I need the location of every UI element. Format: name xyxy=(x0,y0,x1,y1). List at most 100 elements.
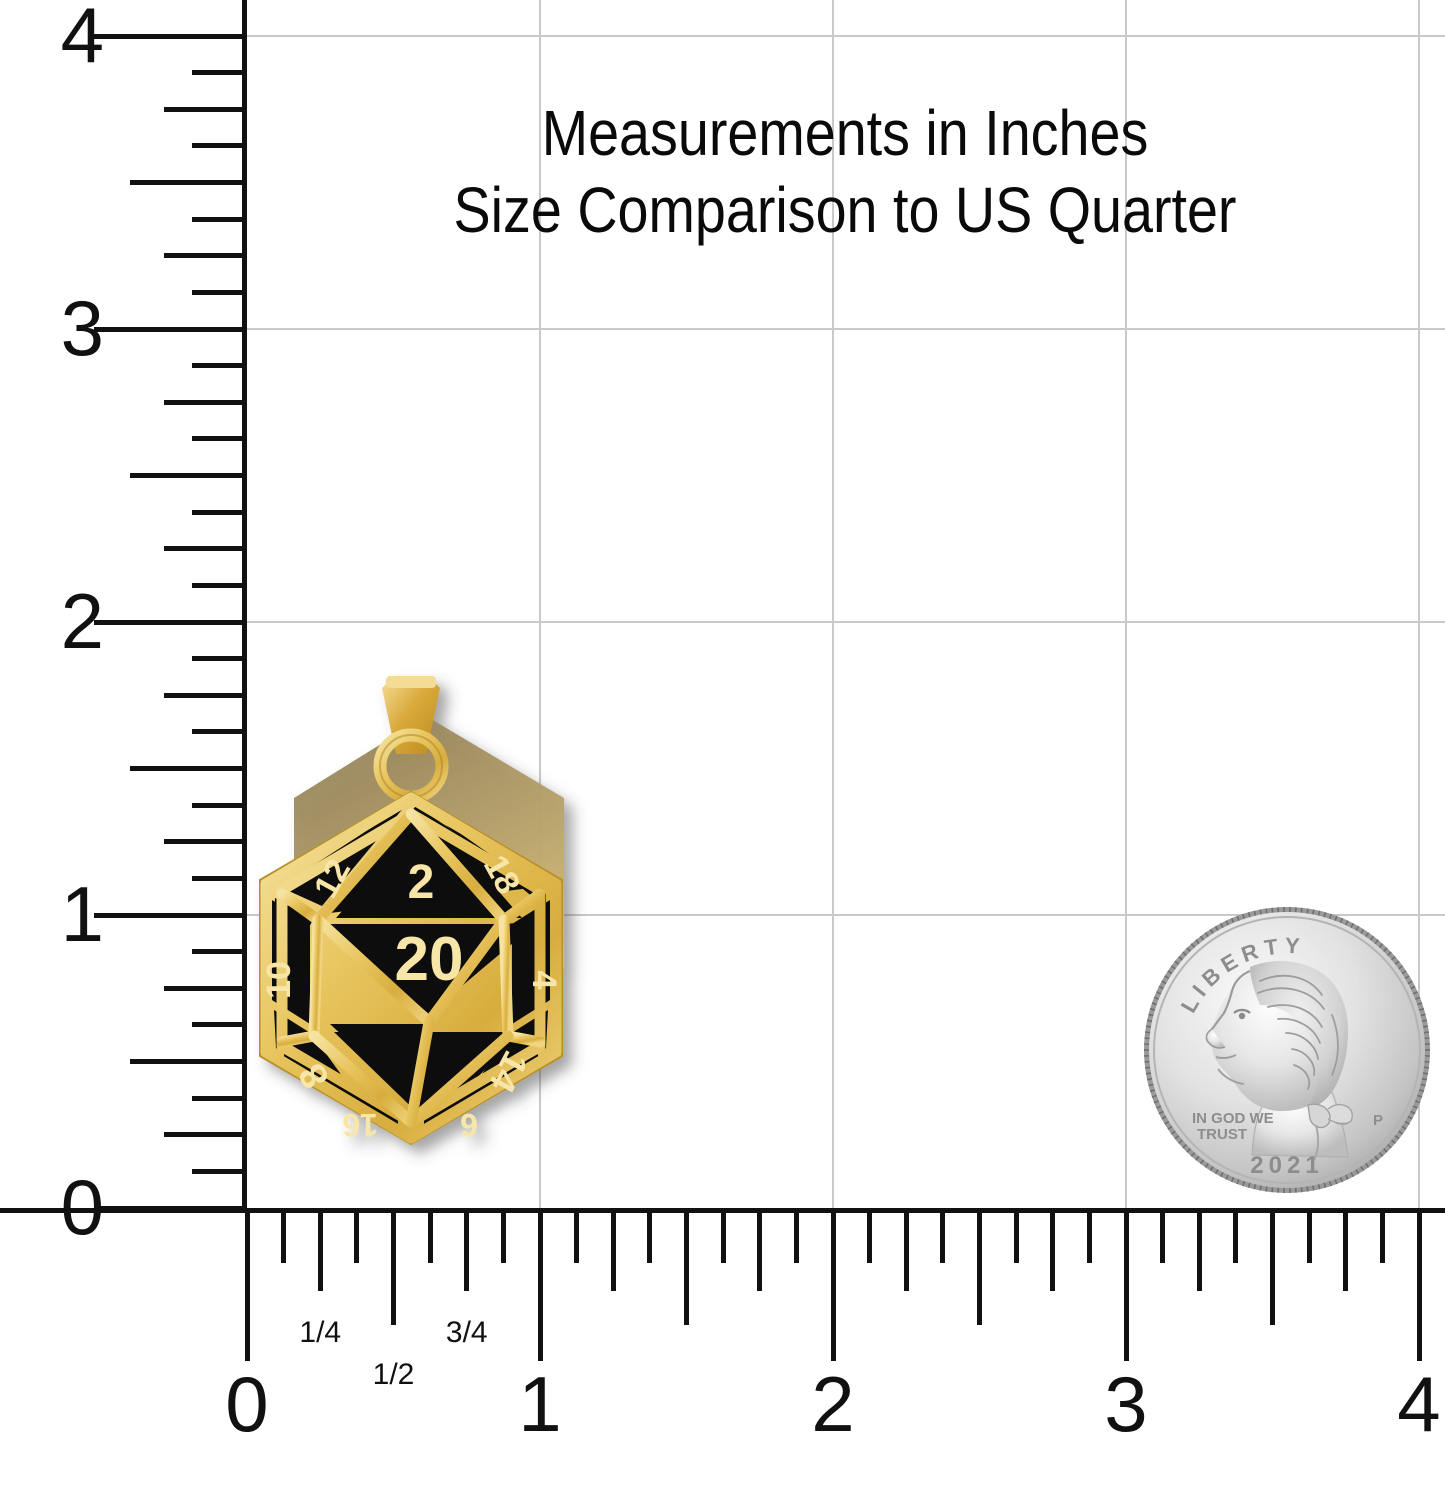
x-tick-28 xyxy=(1270,1213,1275,1325)
y-tick-10 xyxy=(164,839,242,845)
coin-mint-mark: P xyxy=(1373,1112,1383,1129)
x-tick-13 xyxy=(720,1213,726,1263)
y-tick-14 xyxy=(164,692,242,698)
x-tick-11 xyxy=(647,1213,653,1263)
gridline-vertical-3 xyxy=(1125,0,1127,1208)
die-face-4: 4 xyxy=(525,971,563,990)
x-tick-29 xyxy=(1306,1213,1312,1263)
coin-motto-line1: IN GOD WE xyxy=(1192,1110,1274,1127)
y-axis-label-4: 4 xyxy=(60,0,104,79)
x-tick-12 xyxy=(684,1213,689,1325)
gridline-vertical-4 xyxy=(1418,0,1420,1208)
y-tick-28 xyxy=(130,180,242,185)
d20-dice-pendant: 20 2 12 18 10 4 8 14 16 6 xyxy=(250,662,660,1222)
x-tick-10 xyxy=(610,1213,616,1291)
y-tick-18 xyxy=(164,546,242,552)
y-tick-6 xyxy=(164,985,242,991)
gridline-vertical-2 xyxy=(832,0,834,1208)
x-tick-6 xyxy=(464,1213,470,1291)
x-tick-16 xyxy=(830,1213,836,1361)
y-tick-25 xyxy=(192,289,242,295)
x-tick-19 xyxy=(940,1213,946,1263)
coin-motto-line2: TRUST xyxy=(1197,1126,1247,1143)
die-face-2: 2 xyxy=(408,856,435,909)
gridline-vertical-1 xyxy=(539,0,541,1208)
y-tick-4 xyxy=(130,1059,242,1064)
y-tick-16 xyxy=(94,619,242,625)
x-tick-7 xyxy=(500,1213,506,1263)
x-tick-22 xyxy=(1050,1213,1056,1291)
x-axis-label-4: 4 xyxy=(1397,1360,1441,1448)
y-tick-7 xyxy=(192,949,242,955)
y-axis-label-0: 0 xyxy=(60,1163,104,1251)
y-tick-2 xyxy=(164,1132,242,1138)
x-axis-fraction-label-1-4: 1/4 xyxy=(299,1316,342,1349)
x-axis-label-2: 2 xyxy=(811,1360,855,1448)
x-tick-15 xyxy=(793,1213,799,1263)
us-quarter-coin: LIBERTY IN GOD WE TRUST P 2021 xyxy=(1142,905,1432,1195)
x-tick-1 xyxy=(281,1213,287,1263)
y-tick-3 xyxy=(192,1095,242,1101)
y-tick-20 xyxy=(130,473,242,478)
x-tick-3 xyxy=(354,1213,360,1263)
title-line-1: Measurements in Inches xyxy=(541,97,1149,169)
y-tick-5 xyxy=(192,1022,242,1028)
washington-portrait xyxy=(1205,960,1353,1164)
y-tick-21 xyxy=(192,436,242,442)
x-tick-4 xyxy=(391,1213,396,1325)
title-line-2: Size Comparison to US Quarter xyxy=(453,173,1237,246)
x-axis-fraction-label-3-4: 3/4 xyxy=(445,1316,488,1349)
gridline-horizontal-3 xyxy=(247,328,1445,330)
y-tick-11 xyxy=(192,802,242,808)
coin-year: 2021 xyxy=(1250,1152,1323,1179)
die-face-16: 16 xyxy=(342,1107,378,1143)
y-tick-30 xyxy=(164,106,242,112)
x-axis xyxy=(0,1208,1445,1213)
x-axis-label-0: 0 xyxy=(225,1360,269,1448)
chart-title: Measurements in Inches Size Comparison t… xyxy=(255,95,1435,249)
x-axis-label-1: 1 xyxy=(518,1360,562,1448)
y-axis-label-2: 2 xyxy=(60,577,104,665)
x-axis-fraction-label-1-2: 1/2 xyxy=(372,1358,415,1391)
y-axis-label-3: 3 xyxy=(60,284,104,372)
die-face-10: 10 xyxy=(260,961,298,999)
x-axis-label-3: 3 xyxy=(1104,1360,1148,1448)
x-tick-0 xyxy=(244,1213,250,1361)
y-tick-13 xyxy=(192,729,242,735)
x-tick-9 xyxy=(574,1213,580,1263)
y-tick-31 xyxy=(192,70,242,76)
y-tick-22 xyxy=(164,399,242,405)
y-tick-8 xyxy=(94,912,242,918)
x-tick-8 xyxy=(537,1213,543,1361)
y-tick-29 xyxy=(192,143,242,149)
x-tick-30 xyxy=(1343,1213,1349,1291)
x-tick-17 xyxy=(867,1213,873,1263)
y-tick-0 xyxy=(94,1205,242,1211)
die-face-6: 6 xyxy=(460,1107,478,1143)
y-axis xyxy=(242,0,247,1212)
x-tick-32 xyxy=(1416,1213,1422,1361)
x-tick-26 xyxy=(1196,1213,1202,1291)
x-tick-14 xyxy=(757,1213,763,1291)
gridline-horizontal-1 xyxy=(247,914,1445,916)
x-tick-25 xyxy=(1160,1213,1166,1263)
die-face-20: 20 xyxy=(395,925,464,994)
y-tick-32 xyxy=(94,33,242,39)
gridline-horizontal-4 xyxy=(247,35,1445,37)
y-tick-23 xyxy=(192,363,242,369)
y-tick-17 xyxy=(192,582,242,588)
y-axis-label-1: 1 xyxy=(60,870,104,958)
y-tick-9 xyxy=(192,875,242,881)
x-tick-20 xyxy=(977,1213,982,1325)
y-tick-19 xyxy=(192,509,242,515)
y-tick-24 xyxy=(94,326,242,332)
x-tick-23 xyxy=(1086,1213,1092,1263)
x-tick-2 xyxy=(317,1213,323,1291)
y-tick-26 xyxy=(164,253,242,259)
x-tick-31 xyxy=(1379,1213,1385,1263)
y-tick-15 xyxy=(192,656,242,662)
x-tick-21 xyxy=(1013,1213,1019,1263)
y-tick-27 xyxy=(192,216,242,222)
x-tick-24 xyxy=(1123,1213,1129,1361)
